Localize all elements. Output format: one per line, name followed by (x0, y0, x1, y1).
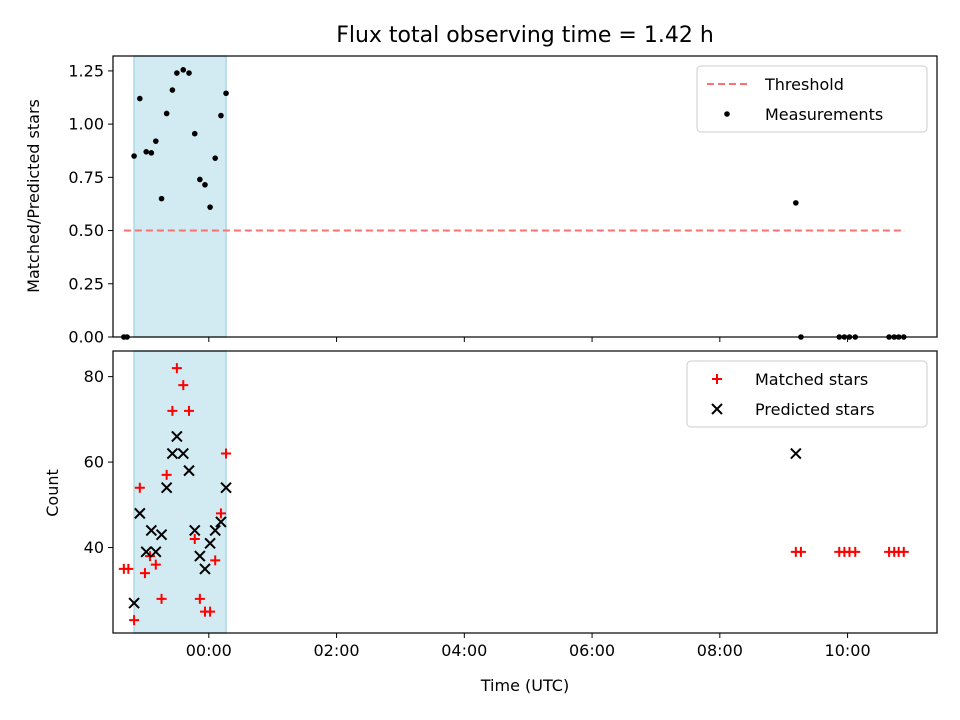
data-point (202, 181, 208, 188)
data-point (795, 546, 806, 557)
data-point (160, 482, 173, 494)
x-tick-label: 02:00 (314, 641, 360, 660)
data-point (221, 448, 232, 459)
legend-label: Matched stars (755, 370, 868, 389)
data-point (186, 70, 192, 76)
x-axis-label: Time (UTC) (480, 676, 569, 695)
data-point (139, 568, 150, 579)
y-tick-label: 40 (84, 538, 104, 557)
shaded-span (133, 350, 227, 634)
x-tick-label: 06:00 (569, 641, 615, 660)
data-point (171, 430, 183, 443)
data-point (207, 204, 213, 210)
data-point (158, 195, 165, 202)
series-measurements (121, 67, 907, 340)
data-point (205, 606, 216, 617)
data-point (220, 482, 232, 494)
data-point (218, 112, 224, 119)
data-point (145, 524, 158, 537)
legend-x-swatch (711, 403, 723, 415)
series-predicted-stars (128, 430, 802, 609)
y-tick-label: 0.25 (68, 274, 104, 293)
data-point (148, 150, 155, 156)
y-tick-label: 60 (84, 453, 104, 472)
data-point (155, 529, 168, 541)
data-point (131, 153, 137, 159)
data-point (180, 67, 187, 73)
series-matched-stars (118, 363, 909, 626)
data-point (199, 563, 211, 575)
data-point (210, 555, 221, 566)
legend-box (686, 360, 928, 428)
legend-label: Measurements (765, 105, 883, 124)
axes-frame (112, 350, 938, 634)
legend: Matched stars Predicted stars (686, 360, 928, 428)
data-point (793, 200, 799, 206)
y-axis-label-ratio: Matched/Predicted stars (24, 99, 43, 293)
data-point (169, 87, 176, 93)
data-point (152, 138, 159, 144)
data-point (167, 405, 178, 416)
legend-label: Threshold (764, 75, 844, 94)
y-axis-label-count: Count (43, 469, 62, 517)
legend-label: Predicted stars (755, 400, 875, 419)
legend-dot-swatch (724, 111, 730, 117)
data-point (898, 546, 909, 557)
x-tick-label: 10:00 (825, 641, 871, 660)
data-point (184, 405, 195, 416)
x-tick-label: 08:00 (697, 641, 743, 660)
data-point (171, 363, 182, 374)
data-point (204, 537, 216, 549)
legend: Threshold Measurements (696, 65, 928, 133)
y-tick-label: 0.00 (68, 328, 104, 347)
x-tick-label: 00:00 (186, 641, 232, 660)
data-point (129, 615, 140, 626)
data-point (215, 516, 227, 528)
count-panel: 40 60 80 00:00 02:00 04:00 06:00 08:00 10:00 Matc… (84, 350, 938, 660)
shaded-span (133, 55, 227, 338)
y-tick-label: 1.00 (68, 115, 104, 134)
data-point (212, 155, 219, 161)
axes-frame (112, 55, 938, 338)
data-point (197, 176, 203, 183)
data-point (150, 546, 162, 558)
data-point (166, 447, 179, 460)
y-tick-label: 1.25 (68, 61, 104, 80)
x-tick-label: 04:00 (441, 641, 487, 660)
data-point (223, 90, 229, 97)
data-point (177, 447, 189, 460)
legend-box (696, 65, 928, 133)
data-point (209, 524, 221, 537)
legend-plus-swatch (712, 374, 722, 384)
y-tick-label: 80 (84, 367, 104, 386)
y-tick-label: 0.75 (68, 168, 104, 187)
data-point (123, 563, 134, 574)
data-point (161, 469, 172, 480)
data-point (191, 130, 198, 137)
data-point (850, 546, 861, 557)
data-point (215, 508, 226, 519)
data-point (183, 464, 195, 477)
data-point (134, 482, 145, 493)
data-point (137, 95, 143, 102)
data-point (178, 380, 189, 391)
ratio-panel: 0.00 0.25 0.50 0.75 1.00 1.25 Threshold Measure… (68, 55, 938, 347)
data-point (143, 148, 150, 155)
data-point (790, 447, 802, 460)
data-point (140, 546, 152, 558)
y-tick-label: 0.50 (68, 221, 104, 240)
data-point (189, 524, 201, 537)
data-point (150, 559, 161, 570)
data-point (128, 597, 140, 609)
data-point (194, 550, 206, 562)
data-point (194, 593, 205, 604)
data-point (163, 110, 170, 117)
data-point (134, 507, 146, 520)
figure-title: Flux total observing time = 1.42 h (336, 23, 714, 48)
data-point (174, 70, 180, 76)
data-point (189, 534, 200, 544)
data-point (156, 593, 167, 604)
